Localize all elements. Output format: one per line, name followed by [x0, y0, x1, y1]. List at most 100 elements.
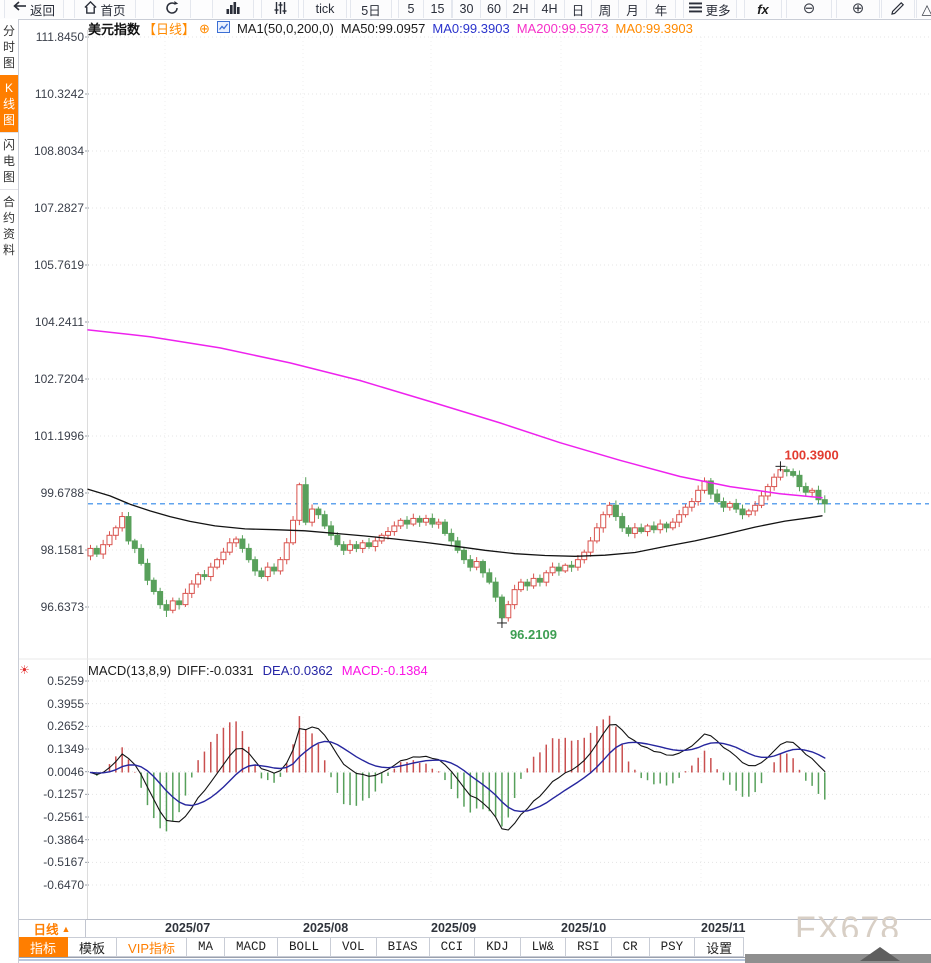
toolbar-tick-button[interactable]: tick	[303, 0, 347, 18]
toolbar-monthly-button[interactable]: 月	[618, 0, 647, 18]
zoom-in-icon: ⊕	[851, 0, 865, 17]
chart-header: 美元指数 【日线】 ⊕ MA1(50,0,200,0) MA50:99.0957…	[88, 20, 693, 38]
sidebar-item-char: 资	[2, 227, 15, 241]
macd-tick-label: -0.5167	[43, 855, 84, 870]
chevron-up-icon: ▲	[61, 923, 71, 934]
toolbar-shapes-button[interactable]: △	[916, 0, 931, 18]
sidebar-item-char: K	[4, 81, 13, 95]
toolbar-draw-button[interactable]	[881, 0, 915, 18]
sidebar-item-char: 闪	[2, 138, 15, 152]
toolbar-daily-button[interactable]: 日	[564, 0, 592, 18]
macd-tick-label: 0.1349	[47, 742, 84, 756]
price-tick-label: 107.2827	[33, 201, 84, 215]
time-axis	[18, 919, 931, 938]
macd-tick-label: 0.0046	[47, 764, 84, 779]
price-tick-label: 111.8450	[35, 30, 84, 44]
indicator-tab-MA[interactable]: MA	[187, 937, 226, 957]
toolbar-volume-chart-button[interactable]	[212, 0, 254, 18]
mini-chart-icon	[216, 21, 230, 36]
bar-chart-icon	[226, 1, 241, 17]
indicator-tab-BIAS[interactable]: BIAS	[376, 937, 430, 957]
ma50-value: MA50:99.0957	[340, 21, 426, 36]
diff-value: DIFF:-0.0331	[177, 663, 254, 678]
sidebar-item-char: 线	[2, 97, 15, 111]
sidebar-item-合约资料[interactable]: 合约资料	[0, 189, 18, 262]
sidebar-item-char: 合	[2, 195, 15, 209]
sidebar-item-char: 时	[2, 40, 15, 54]
indicator-tab-指标[interactable]: 指标	[18, 937, 69, 957]
toolbar-60min-button[interactable]: 60	[480, 0, 508, 18]
indicator-tab-BOLL[interactable]: BOLL	[278, 937, 332, 957]
dea-value: DEA:0.0362	[262, 663, 333, 678]
toolbar-label: 30	[459, 2, 474, 16]
indicator-tab-VOL[interactable]: VOL	[331, 937, 377, 957]
panel-collapse-handle[interactable]	[745, 947, 931, 963]
price-tick-label: 96.6373	[40, 600, 84, 614]
time-tick-label: 2025/09	[431, 921, 477, 935]
toolbar-indicator-settings-button[interactable]	[261, 0, 299, 18]
toolbar-label: 5	[407, 2, 415, 16]
toolbar-2hour-button[interactable]: 2H	[506, 0, 535, 18]
toolbar-zoom-in-button[interactable]: ⊕	[836, 0, 880, 18]
toolbar-label: 年	[654, 3, 668, 18]
macd-tick-label: 0.3955	[47, 696, 84, 711]
price-tick-label: 99.6788	[40, 486, 84, 500]
indicator-tab-CCI[interactable]: CCI	[429, 937, 476, 957]
toolbar-label: 日	[571, 3, 585, 18]
toolbar-15min-button[interactable]: 15	[423, 0, 452, 18]
top-toolbar: 返回 首页 tick 5日 5 15 30 60 2H 4H 日周月年 更多 fx ⊖ ⊕ △	[0, 0, 931, 20]
refresh-icon	[165, 0, 179, 18]
pen-icon	[891, 1, 905, 18]
toolbar-more-button[interactable]: 更多	[683, 0, 737, 18]
price-tick-label: 98.1581	[40, 543, 84, 557]
indicator-tab-LW&[interactable]: LW&	[520, 937, 567, 957]
toolbar-refresh-button[interactable]	[153, 0, 191, 18]
toolbar-5day-button[interactable]: 5日	[350, 0, 392, 18]
price-tick-label: 104.2411	[34, 315, 84, 329]
toolbar-back-button[interactable]: 返回	[4, 0, 64, 18]
toolbar-label: tick	[315, 2, 335, 16]
toolbar-5min-button[interactable]: 5	[398, 0, 424, 18]
macd-tick-label: -0.2561	[43, 810, 84, 825]
indicator-tab-RSI[interactable]: RSI	[566, 937, 612, 957]
toolbar-yearly-button[interactable]: 年	[646, 0, 676, 18]
indicator-tab-PSY[interactable]: PSY	[649, 937, 696, 957]
bottom-divider	[0, 959, 745, 961]
ma0-blue-value: MA0:99.3903	[432, 21, 510, 36]
back-arrow-icon	[13, 1, 27, 17]
indicator-tab-VIP指标[interactable]: VIP指标	[117, 937, 187, 957]
sidebar-item-闪电图[interactable]: 闪电图	[0, 132, 18, 189]
macd-tick-label: 0.2652	[47, 719, 84, 734]
toolbar-label: 周	[598, 3, 612, 18]
macd-tick-label: -0.6470	[43, 878, 84, 893]
toolbar-30min-button[interactable]: 30	[452, 0, 481, 18]
triangle-icon: △	[921, 0, 931, 17]
indicator-tab-设置[interactable]: 设置	[695, 937, 745, 957]
macd-tick-label: 0.5259	[47, 674, 84, 688]
toolbar-label: 4H	[541, 2, 558, 16]
indicator-tab-模板[interactable]: 模板	[68, 937, 118, 957]
toolbar-formula-button[interactable]: fx	[744, 0, 782, 18]
toolbar-label: 月	[626, 3, 639, 18]
toolbar-home-button[interactable]: 首页	[74, 0, 136, 18]
macd-panel-settings-icon[interactable]: ☀	[19, 663, 30, 677]
ma-settings: MA1(50,0,200,0)	[236, 21, 334, 36]
indicator-tab-MACD[interactable]: MACD	[225, 937, 279, 957]
menu-icon	[689, 2, 703, 16]
sidebar-item-分时图[interactable]: 分时图	[0, 19, 18, 75]
low-price-annotation: 96.2109	[510, 627, 557, 642]
toolbar-weekly-button[interactable]: 周	[591, 0, 619, 18]
toolbar-4hour-button[interactable]: 4H	[534, 0, 565, 18]
period-selector[interactable]: 日线 ▲	[18, 919, 86, 938]
toolbar-zoom-out-button[interactable]: ⊖	[786, 0, 832, 18]
time-tick-label: 2025/07	[165, 921, 211, 935]
indicator-tab-KDJ[interactable]: KDJ	[475, 937, 521, 957]
sidebar-item-char: 分	[2, 24, 15, 38]
add-compare-icon[interactable]: ⊕	[199, 20, 210, 36]
indicator-tab-CR[interactable]: CR	[611, 937, 650, 957]
ma0-orange-value: MA0:99.3903	[615, 21, 693, 36]
